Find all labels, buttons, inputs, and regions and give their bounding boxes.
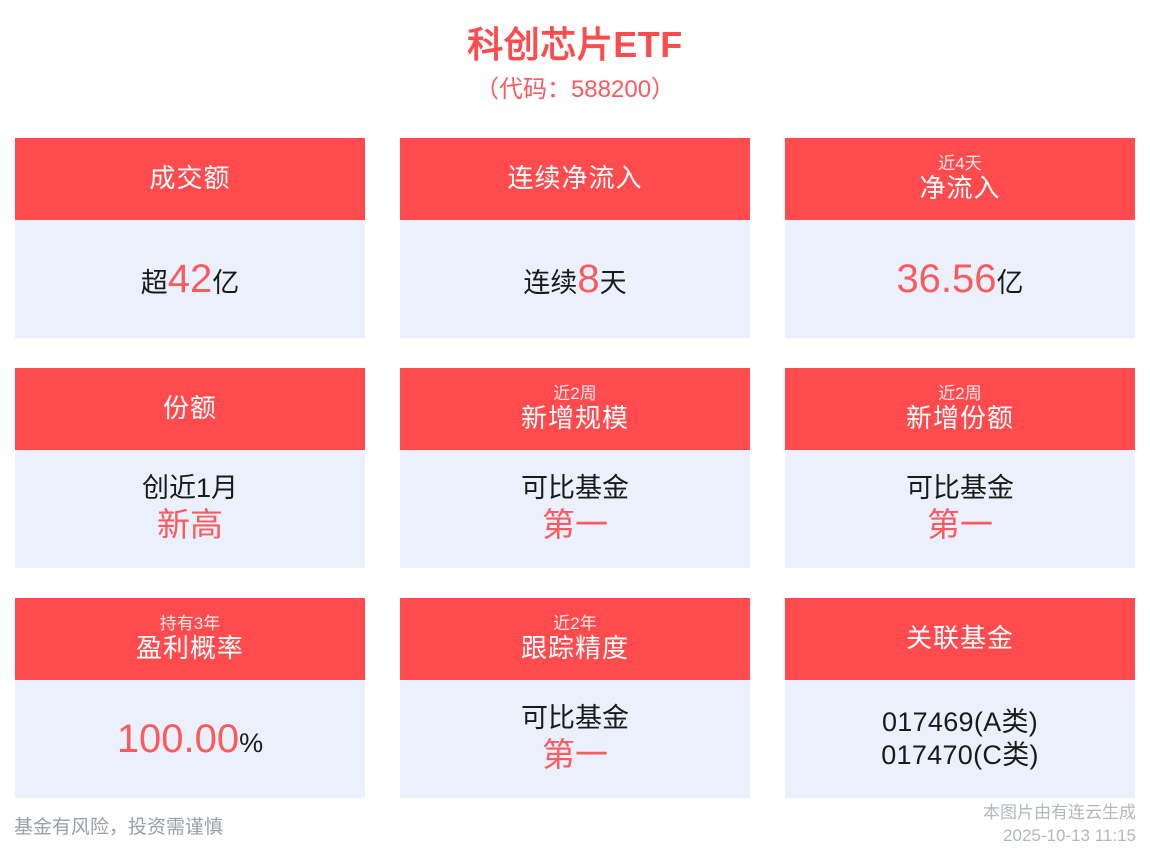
generation-info: 本图片由有连云生成 2025-10-13 11:15 (983, 802, 1136, 848)
metric-card-body-line: 可比基金 (521, 703, 629, 735)
metric-card-grid: 成交额 超42亿 连续净流入 连续8天 近4天 净流入 36.56亿 份额 创近1月 新高 近2周新… (15, 138, 1136, 798)
metric-value-part: 天 (599, 267, 627, 298)
metric-card-title: 净流入 (919, 173, 1001, 204)
metric-card-body-line: 可比基金 (906, 473, 1014, 505)
metric-value-part: 第一 (542, 505, 608, 543)
metric-value-part: 第一 (927, 505, 993, 543)
metric-card-body: 36.56亿 (785, 220, 1135, 338)
metric-card-body-line: 超42亿 (141, 259, 240, 300)
metric-value-part: % (239, 727, 264, 758)
metric-card-body-line: 017470(C类) (881, 740, 1039, 772)
metric-value-part: 第一 (542, 735, 608, 773)
metric-value-part: 42 (167, 256, 213, 301)
metric-card: 关联基金 017469(A类) 017470(C类) (785, 598, 1135, 798)
metric-card-body-line: 可比基金 (521, 473, 629, 505)
metric-value-part: 连续 (523, 267, 578, 298)
generation-timestamp: 2025-10-13 11:15 (1003, 826, 1136, 845)
metric-card-body-line: 新高 (157, 506, 223, 545)
metric-card-body: 100.00% (15, 680, 365, 798)
page-title: 科创芯片ETF (467, 24, 683, 65)
metric-value-part: 可比基金 (521, 473, 629, 504)
metric-card-eyebrow: 近2周 (938, 383, 982, 403)
metric-value-part: 可比基金 (906, 473, 1014, 504)
metric-card-body-line: 第一 (542, 506, 608, 545)
metric-card-title: 新增规模 (520, 403, 629, 434)
metric-card: 持有3年 盈利概率 100.00% (15, 598, 365, 798)
metric-card-header: 近2周 新增规模 (400, 368, 750, 450)
metric-card-body: 可比基金 第一 (400, 680, 750, 798)
metric-value-part: 可比基金 (521, 703, 629, 734)
metric-card-body: 可比基金 第一 (785, 450, 1135, 568)
metric-card-header: 关联基金 (785, 598, 1135, 680)
title-block: 科创芯片ETF （代码：588200） (0, 0, 1150, 105)
metric-card-title: 关联基金 (905, 623, 1014, 654)
metric-card: 近2周 新增规模 可比基金 第一 (400, 368, 750, 568)
metric-card-eyebrow: 近2周 (553, 383, 597, 403)
metric-card-eyebrow: 持有3年 (159, 613, 221, 633)
metric-card-body: 017469(A类) 017470(C类) (785, 680, 1135, 798)
metric-card-body: 可比基金 第一 (400, 450, 750, 568)
metric-card-body: 超42亿 (15, 220, 365, 338)
metric-card-header: 持有3年 盈利概率 (15, 598, 365, 680)
metric-card-body: 创近1月 新高 (15, 450, 365, 568)
risk-disclaimer: 基金有风险，投资需谨慎 (14, 816, 224, 838)
metric-value-part: 新高 (157, 505, 223, 543)
metric-value-part: 超 (140, 267, 168, 298)
metric-card-body-line: 创近1月 (142, 473, 238, 505)
generator-source: 本图片由有连云生成 (983, 803, 1136, 823)
metric-value-part: 亿 (996, 267, 1024, 298)
metric-card-body: 连续8天 (400, 220, 750, 338)
metric-card-header: 份额 (15, 368, 365, 450)
metric-card-eyebrow: 近2年 (553, 613, 597, 633)
metric-value-part: 创近1月 (141, 473, 239, 504)
metric-card-eyebrow: 近4天 (938, 153, 982, 173)
metric-card-title: 跟踪精度 (520, 633, 629, 664)
metric-value-part: 36.56 (896, 256, 997, 301)
metric-card-body-line: 连续8天 (523, 259, 626, 300)
metric-card: 近2年 跟踪精度 可比基金 第一 (400, 598, 750, 798)
metric-card-header: 成交额 (15, 138, 365, 220)
footer: 基金有风险，投资需谨慎 本图片由有连云生成 2025-10-13 11:15 (0, 790, 1150, 860)
metric-card: 近2周 新增份额 可比基金 第一 (785, 368, 1135, 568)
metric-card-title: 盈利概率 (135, 633, 244, 664)
metric-value-part: 8 (577, 256, 600, 301)
metric-card-body-line: 第一 (542, 736, 608, 775)
metric-card-header: 近2周 新增份额 (785, 368, 1135, 450)
metric-card-header: 近4天 净流入 (785, 138, 1135, 220)
metric-card-body-line: 100.00% (117, 719, 263, 760)
metric-card: 近4天 净流入 36.56亿 (785, 138, 1135, 338)
metric-card-title: 新增份额 (905, 403, 1014, 434)
metric-card: 连续净流入连续8天 (400, 138, 750, 338)
metric-card-header: 连续净流入 (400, 138, 750, 220)
metric-card-title: 连续净流入 (507, 163, 643, 194)
metric-card-body-line: 017469(A类) (882, 707, 1038, 739)
metric-card-body-line: 36.56亿 (896, 259, 1023, 300)
metric-card: 份额创近1月 新高 (15, 368, 365, 568)
metric-card: 成交额超42亿 (15, 138, 365, 338)
metric-card-header: 近2年 跟踪精度 (400, 598, 750, 680)
metric-value-part: 017469(A类) (881, 706, 1039, 737)
metric-card-title: 成交额 (149, 163, 231, 194)
metric-card-title: 份额 (162, 393, 217, 424)
metric-value-part: 017470(C类) (881, 739, 1039, 770)
fund-code: （代码：588200） (474, 76, 676, 103)
metric-value-part: 100.00 (116, 716, 240, 761)
metric-card-body-line: 第一 (927, 506, 993, 545)
metric-value-part: 亿 (212, 267, 240, 298)
